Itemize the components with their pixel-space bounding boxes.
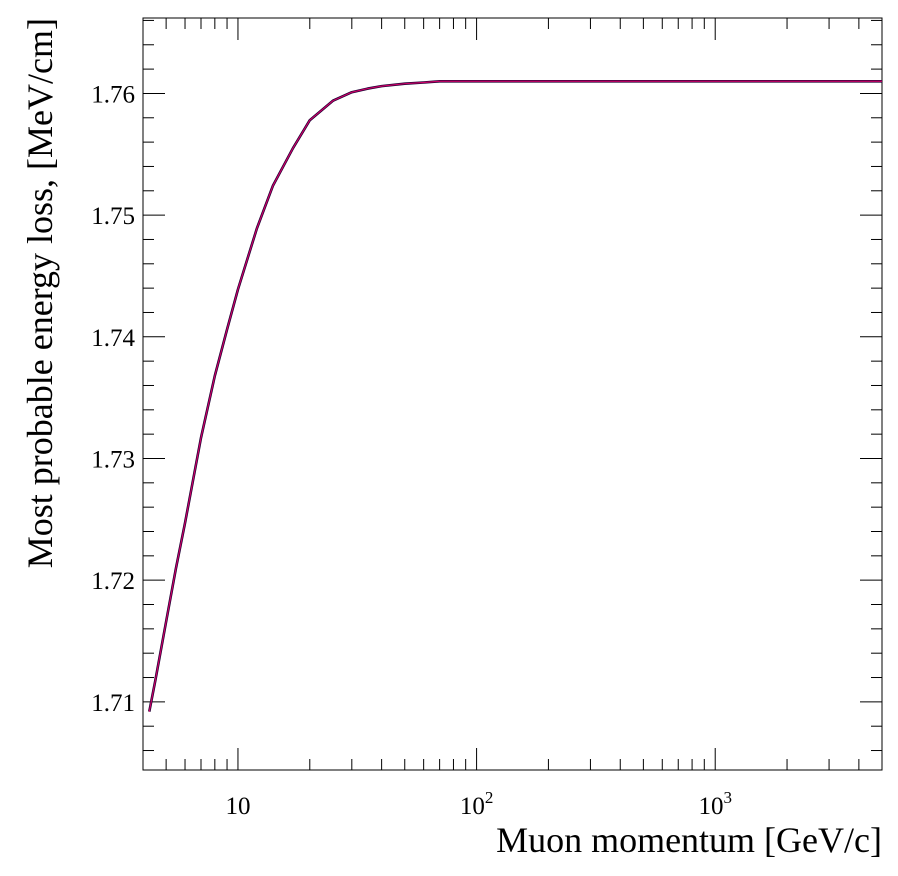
y-tick-label: 1.74: [91, 325, 135, 352]
x-axis-ticks: 10 102 103: [142, 18, 883, 820]
y-tick-label: 1.76: [91, 81, 135, 108]
x-tick-label: 10: [225, 793, 250, 820]
y-tick-label: 1.71: [91, 690, 135, 717]
plot-frame: [142, 17, 883, 771]
x-tick-label: 103: [698, 788, 732, 820]
series-line-0: [148, 80, 882, 712]
y-axis-ticks: 1.71 1.72 1.73 1.74 1.75 1.76: [91, 19, 882, 752]
y-axis-title: Most probable energy loss, [MeV/cm]: [20, 18, 60, 568]
series-layer: [148, 79, 882, 712]
plot-border: [142, 17, 883, 771]
x-axis-title: Muon momentum [GeV/c]: [496, 820, 882, 860]
y-tick-label: 1.75: [91, 203, 135, 230]
y-tick-label: 1.72: [91, 568, 135, 595]
x-tick-label: 102: [460, 788, 494, 820]
y-tick-label: 1.73: [91, 446, 135, 473]
